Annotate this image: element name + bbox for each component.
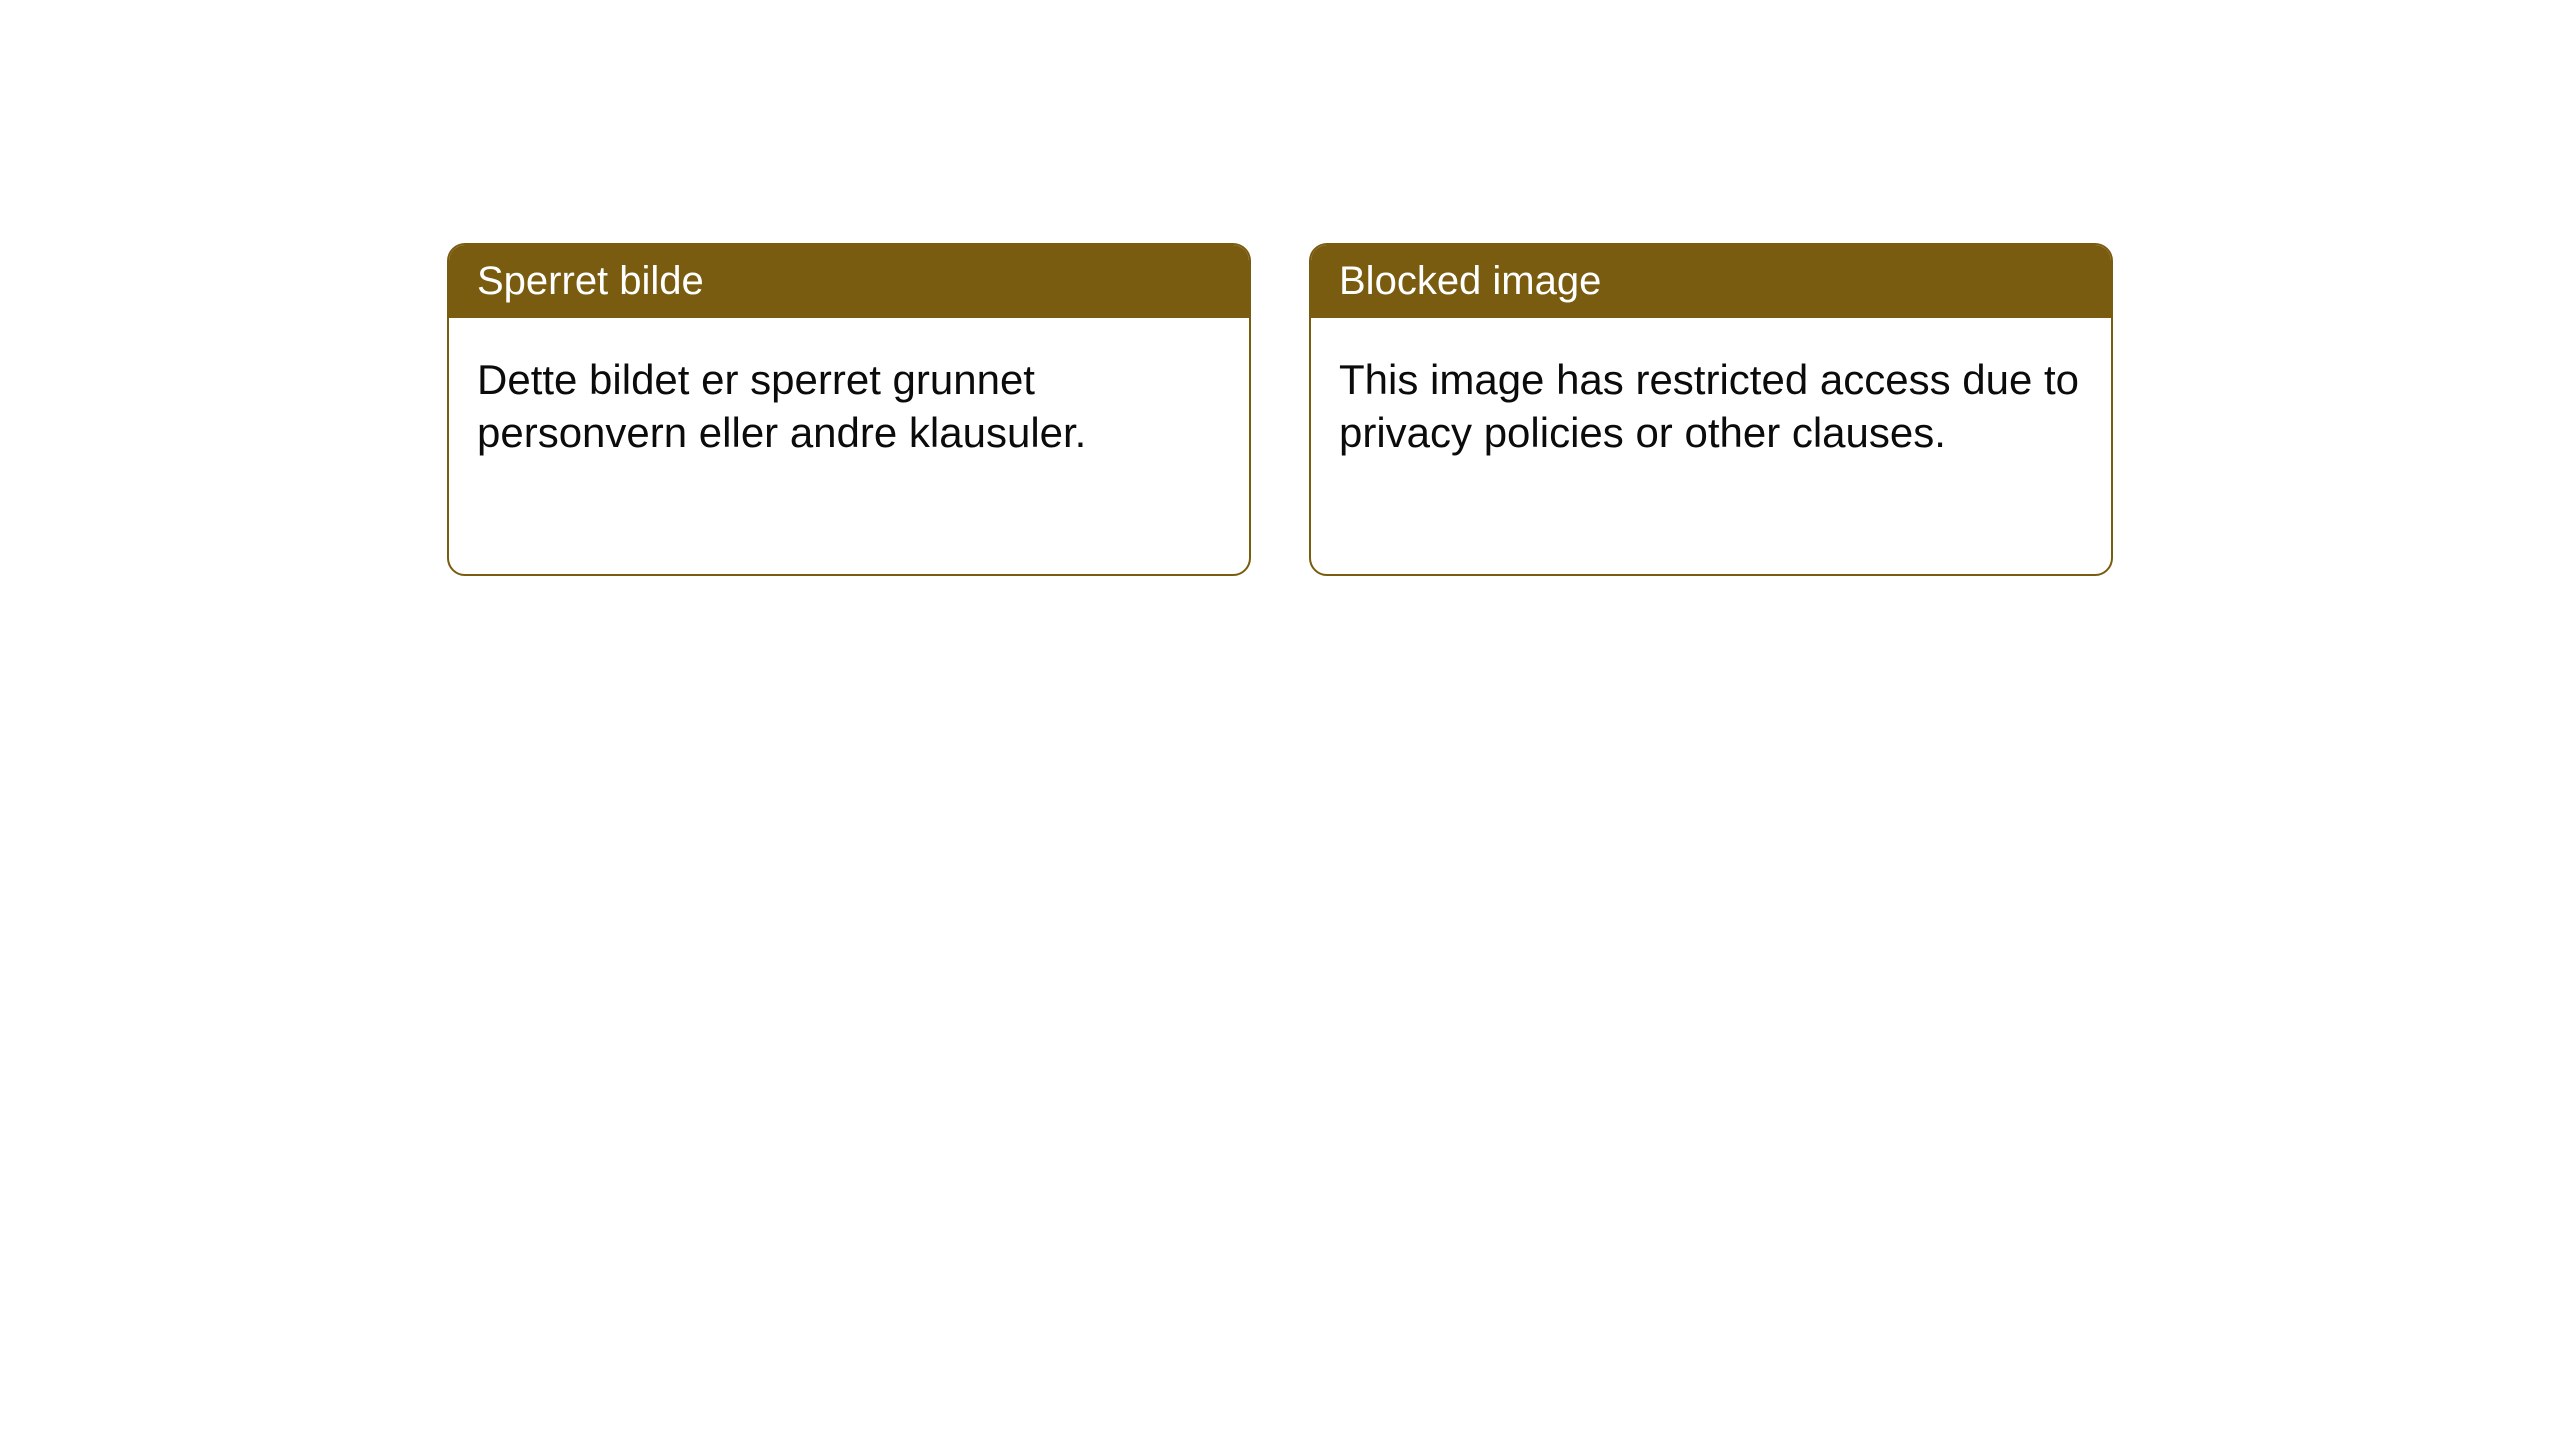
- notice-header-english: Blocked image: [1311, 245, 2111, 318]
- notice-container: Sperret bilde Dette bildet er sperret gr…: [0, 0, 2560, 576]
- notice-card-norwegian: Sperret bilde Dette bildet er sperret gr…: [447, 243, 1251, 576]
- notice-header-norwegian: Sperret bilde: [449, 245, 1249, 318]
- notice-body-norwegian: Dette bildet er sperret grunnet personve…: [449, 318, 1249, 495]
- notice-body-english: This image has restricted access due to …: [1311, 318, 2111, 495]
- notice-card-english: Blocked image This image has restricted …: [1309, 243, 2113, 576]
